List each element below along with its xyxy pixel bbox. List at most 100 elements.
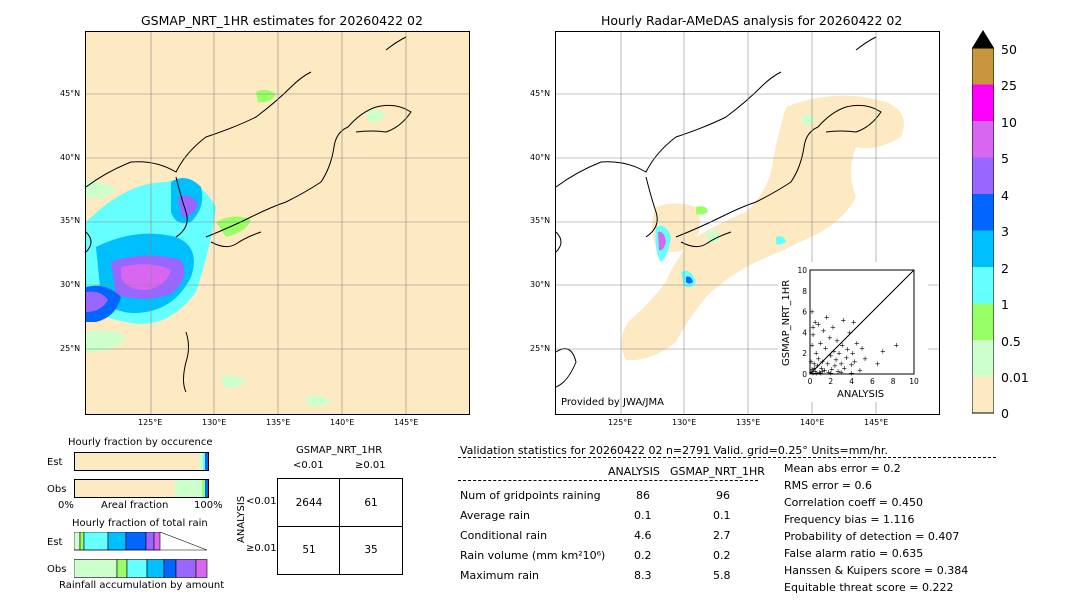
scatter-point: + <box>810 331 816 339</box>
validation-row-analysis: 8.3 <box>634 569 652 582</box>
scatter-point: + <box>835 367 841 375</box>
colorbar-swatch <box>972 48 994 85</box>
colorbar-label: 0 <box>1001 406 1009 421</box>
colorbar-label: 5 <box>1001 151 1009 166</box>
scatter-x-tick: 8 <box>891 377 896 386</box>
scatter-point: + <box>823 345 829 353</box>
left-map <box>85 31 470 415</box>
scatter-point: + <box>840 316 846 324</box>
scatter-point: + <box>843 354 849 362</box>
scatter-y-tick: 2 <box>802 349 807 358</box>
scatter-point: + <box>826 368 832 376</box>
scatter-diagonal <box>809 269 915 375</box>
validation-row-gsmap: 2.7 <box>713 529 731 542</box>
contingency-cell: 35 <box>364 544 378 556</box>
score-line: Frequency bias = 1.116 <box>784 513 915 526</box>
colorbar-swatch <box>972 84 994 121</box>
scatter-point: + <box>859 345 865 353</box>
right-map-canvas <box>556 32 939 414</box>
fraction-axis-mid: Areal fraction <box>101 500 169 511</box>
validation-table-divider <box>458 480 758 481</box>
colorbar-label: 0.01 <box>1001 370 1029 385</box>
scatter-point: + <box>833 356 839 364</box>
lon-tick: 135°E <box>736 418 761 427</box>
lat-tick: 35°N <box>60 216 81 225</box>
scatter-point: + <box>834 337 840 345</box>
scatter-y-tick: 10 <box>797 266 807 275</box>
scatter-point: + <box>850 350 856 358</box>
scatter-x-tick: 2 <box>828 377 833 386</box>
fraction-row-obs: Obs <box>47 484 67 495</box>
fraction-total-title: Hourly fraction of total rain <box>72 518 208 529</box>
lat-tick: 25°N <box>530 344 551 353</box>
colorbar-swatch <box>972 230 994 267</box>
fraction-row-est: Est <box>47 457 63 468</box>
left-rain-field <box>86 89 386 407</box>
colorbar-label: 25 <box>1001 78 1017 93</box>
lon-tick: 125°E <box>138 418 163 427</box>
scatter-point: + <box>847 329 853 337</box>
scatter-point: + <box>812 367 818 375</box>
scatter-inset: + + + + + + + + + + + + + + + + + + + + + + + + + + + + + + + + + + + + + + + +… <box>778 262 928 402</box>
lat-tick: 40°N <box>530 153 551 162</box>
scatter-point: + <box>822 366 828 374</box>
scatter-plot: ++++++++++++++++++++++++++++++++++++++++… <box>797 266 919 386</box>
score-line: Correlation coeff = 0.450 <box>784 496 923 509</box>
validation-row-label: Average rain <box>460 509 530 522</box>
scatter-point: + <box>828 369 834 377</box>
scatter-point: + <box>839 341 845 349</box>
total-row-obs: Obs <box>47 564 67 575</box>
scatter-point: + <box>811 364 817 372</box>
scatter-point: + <box>811 360 817 368</box>
contingency-col-ge: ≥0.01 <box>355 460 386 471</box>
scatter-point: + <box>809 308 815 316</box>
scatter-y-tick: 0 <box>802 370 807 379</box>
validation-row-analysis: 0.1 <box>634 509 652 522</box>
colorbar-swatch <box>972 267 994 304</box>
scatter-point: + <box>851 319 857 327</box>
contingency-row-lt: <0.01 <box>246 496 277 507</box>
lon-tick: 130°E <box>672 418 697 427</box>
lon-tick: 145°E <box>864 418 889 427</box>
validation-col-analysis: ANALYSIS <box>608 465 660 478</box>
fraction-occurrence-title: Hourly fraction by occurence <box>68 437 213 448</box>
validation-row-analysis: 4.6 <box>634 529 652 542</box>
score-line: RMS error = 0.6 <box>784 479 872 492</box>
fraction-axis-right: 100% <box>194 500 223 511</box>
colorbar-label: 10 <box>1001 115 1017 130</box>
scatter-point: + <box>845 346 851 354</box>
validation-row-label: Rain volume (mm km²10⁶) <box>460 549 606 562</box>
colorbar-swatch <box>972 340 994 377</box>
validation-row-label: Conditional rain <box>460 529 548 542</box>
scatter-point: + <box>821 327 827 335</box>
lat-tick: 30°N <box>60 280 81 289</box>
total-est-bar <box>73 531 208 551</box>
scatter-point: + <box>830 324 836 332</box>
scatter-point: + <box>817 369 823 377</box>
fraction-axis-left: 0% <box>58 500 74 511</box>
scatter-ylabel: GSMAP_NRT_1HR <box>781 279 792 366</box>
scatter-point: + <box>838 368 844 376</box>
contingency-cell: 2644 <box>295 497 323 509</box>
validation-divider <box>458 457 996 458</box>
colorbar-swatch <box>972 303 994 340</box>
colorbar-label: 4 <box>1001 188 1009 203</box>
scatter-point: + <box>808 358 814 366</box>
total-obs-bar <box>73 559 208 578</box>
left-map-canvas <box>86 32 469 414</box>
scatter-point: + <box>838 360 844 368</box>
data-credit: Provided by JWA/JMA <box>561 397 664 408</box>
validation-row-analysis: 0.2 <box>634 549 652 562</box>
scatter-point: + <box>825 360 831 368</box>
scatter-point: + <box>815 321 821 329</box>
scatter-points: ++++++++++++++++++++++++++++++++++++++++… <box>808 308 899 377</box>
contingency-cell: 51 <box>302 544 316 556</box>
occurrence-est-bar <box>74 452 209 471</box>
scatter-point: + <box>829 365 835 373</box>
scatter-point: + <box>831 348 837 356</box>
validation-row-gsmap: 0.2 <box>713 549 731 562</box>
scatter-point: + <box>827 334 833 342</box>
lon-tick: 125°E <box>608 418 633 427</box>
validation-row-label: Num of gridpoints raining <box>460 489 601 502</box>
colorbar-swatch <box>972 157 994 194</box>
